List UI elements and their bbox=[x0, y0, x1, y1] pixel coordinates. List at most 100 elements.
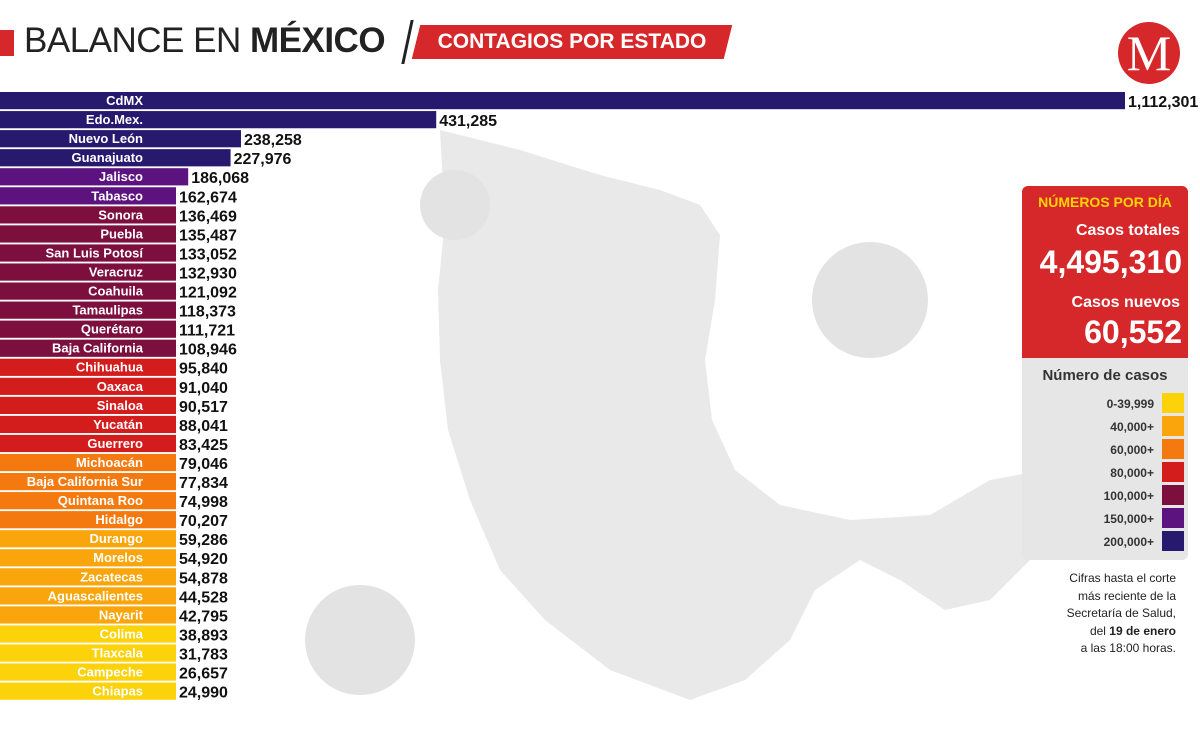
note-line: del bbox=[1089, 623, 1110, 638]
category-label: Durango bbox=[90, 531, 144, 546]
title-bold: MÉXICO bbox=[249, 21, 386, 60]
value-label: 227,976 bbox=[234, 151, 292, 168]
bar bbox=[0, 644, 176, 662]
total-cases-value: 4,495,310 bbox=[1039, 244, 1182, 280]
bar bbox=[0, 187, 176, 205]
category-label: Yucatán bbox=[93, 417, 143, 432]
category-label: Oaxaca bbox=[97, 379, 144, 394]
value-label: 54,920 bbox=[179, 551, 228, 568]
note-line: más reciente de la bbox=[1077, 588, 1176, 603]
legend-label: 200,000+ bbox=[1103, 535, 1154, 549]
legend-label: 80,000+ bbox=[1110, 466, 1154, 480]
value-label: 79,046 bbox=[179, 456, 228, 473]
bar bbox=[0, 625, 176, 643]
logo-letter: M bbox=[1126, 25, 1172, 81]
bar bbox=[0, 682, 176, 700]
bar bbox=[0, 396, 176, 414]
category-label: Nayarit bbox=[99, 607, 144, 622]
category-label: Tlaxcala bbox=[92, 645, 144, 660]
category-label: Aguascalientes bbox=[48, 588, 143, 603]
category-label: Campeche bbox=[77, 665, 143, 680]
legend-swatch bbox=[1162, 462, 1184, 482]
value-label: 90,517 bbox=[179, 399, 228, 416]
legend-label: 0-39,999 bbox=[1106, 397, 1154, 411]
value-label: 95,840 bbox=[179, 361, 228, 378]
value-label: 83,425 bbox=[179, 437, 228, 454]
bar bbox=[0, 130, 241, 148]
legend-box bbox=[1022, 358, 1188, 560]
bar bbox=[0, 453, 176, 472]
value-label: 118,373 bbox=[179, 304, 236, 321]
bar bbox=[0, 606, 176, 624]
bar bbox=[0, 511, 176, 529]
value-label: 54,878 bbox=[179, 570, 228, 587]
value-label: 38,893 bbox=[179, 627, 228, 644]
value-label: 108,946 bbox=[179, 342, 237, 359]
legend-swatch bbox=[1162, 531, 1184, 551]
value-label: 59,286 bbox=[179, 532, 228, 549]
panel-heading: NÚMEROS POR DÍA bbox=[1038, 194, 1172, 210]
category-label: Quintana Roo bbox=[58, 493, 143, 508]
bar bbox=[0, 320, 176, 338]
bar bbox=[0, 111, 437, 129]
legend-swatch bbox=[1162, 439, 1184, 459]
category-label: Chihuahua bbox=[76, 360, 144, 375]
legend-swatch bbox=[1162, 485, 1184, 505]
value-label: 186,068 bbox=[191, 170, 249, 187]
bar bbox=[0, 377, 176, 395]
bar bbox=[0, 244, 176, 262]
bar bbox=[0, 263, 176, 281]
category-label: Baja California Sur bbox=[27, 474, 143, 489]
category-label: Tamaulipas bbox=[72, 303, 143, 318]
value-label: 132,930 bbox=[179, 265, 237, 282]
value-label: 135,487 bbox=[179, 227, 237, 244]
legend-title: Número de casos bbox=[1042, 367, 1168, 384]
header-accent bbox=[0, 30, 14, 56]
category-label: Querétaro bbox=[81, 322, 143, 337]
bar bbox=[0, 149, 231, 167]
mexico-map-silhouette bbox=[438, 130, 1060, 700]
daily-numbers-panel: NÚMEROS POR DÍA Casos totales 4,495,310 … bbox=[1022, 186, 1188, 560]
bar bbox=[0, 92, 1125, 110]
category-label: San Luis Potosí bbox=[45, 245, 143, 260]
legend-swatch bbox=[1162, 508, 1184, 528]
value-label: 70,207 bbox=[179, 513, 228, 530]
note-line: Secretaría de Salud, bbox=[1066, 606, 1176, 620]
legend-swatch bbox=[1162, 416, 1184, 436]
category-label: Sinaloa bbox=[97, 398, 144, 413]
bar bbox=[0, 663, 176, 681]
value-label: 24,990 bbox=[179, 685, 228, 702]
category-label: Michoacán bbox=[76, 455, 143, 470]
category-label: Veracruz bbox=[89, 264, 144, 279]
note-line: a las 18:00 horas. bbox=[1080, 641, 1176, 655]
new-cases-value: 60,552 bbox=[1084, 314, 1182, 350]
bar bbox=[0, 225, 176, 243]
value-label: 238,258 bbox=[244, 132, 302, 149]
category-label: Jalisco bbox=[99, 169, 143, 184]
category-label: Guerrero bbox=[87, 436, 143, 451]
value-label: 44,528 bbox=[179, 589, 228, 606]
panel-totals: NÚMEROS POR DÍA Casos totales 4,495,310 … bbox=[1022, 186, 1188, 358]
category-label: Baja California bbox=[52, 341, 144, 356]
bar bbox=[0, 568, 176, 586]
value-label: 74,998 bbox=[179, 494, 228, 511]
bar bbox=[0, 473, 176, 491]
new-cases-label: Casos nuevos bbox=[1071, 294, 1180, 311]
bar bbox=[0, 339, 176, 357]
milenio-logo: M bbox=[1118, 22, 1180, 84]
value-label: 431,285 bbox=[439, 113, 497, 130]
legend-label: 40,000+ bbox=[1110, 420, 1154, 434]
legend-item: 100,000+ bbox=[1022, 485, 1188, 507]
bar bbox=[0, 301, 176, 319]
legend-label: 100,000+ bbox=[1103, 489, 1154, 503]
category-label: Edo.Mex. bbox=[86, 112, 143, 127]
value-label: 88,041 bbox=[179, 418, 228, 435]
value-label: 136,469 bbox=[179, 208, 237, 225]
value-label: 1,112,301 bbox=[1128, 94, 1198, 111]
legend-swatch bbox=[1162, 393, 1184, 413]
category-label: CdMX bbox=[106, 93, 143, 108]
note-line: Cifras hasta el corte bbox=[1069, 571, 1176, 585]
category-label: Colima bbox=[100, 626, 144, 641]
note-date: 19 de enero bbox=[1109, 623, 1176, 638]
legend-label: 150,000+ bbox=[1103, 512, 1154, 526]
